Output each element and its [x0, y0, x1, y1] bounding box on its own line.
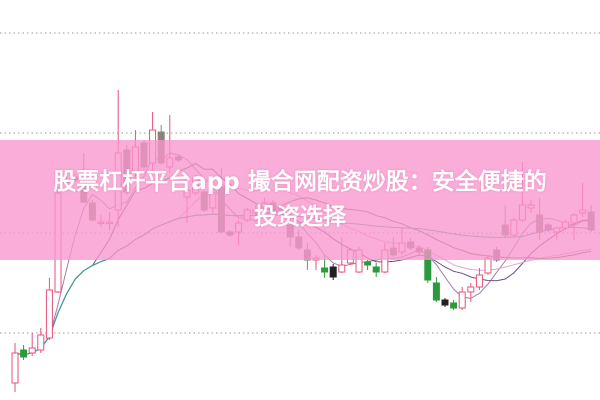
candle-body [432, 282, 440, 301]
candle-body [321, 267, 329, 273]
candle [37, 328, 45, 353]
candle [372, 263, 380, 277]
candle-body [11, 352, 19, 384]
candle-body [372, 266, 380, 273]
candle-body [20, 349, 28, 358]
candle-body [484, 257, 492, 274]
candle-body [329, 266, 337, 278]
candle-body [441, 299, 449, 306]
title-banner: 股票杠杆平台app 撮合网配资炒股：安全便捷的 投资选择 [0, 140, 600, 260]
candle [364, 260, 372, 270]
candle-body [364, 261, 372, 266]
candle [458, 287, 466, 310]
candle [28, 333, 36, 356]
candle [11, 343, 19, 392]
candle-body [475, 274, 483, 288]
candle [45, 278, 53, 340]
candle [467, 283, 475, 302]
candle [450, 300, 458, 310]
candle [329, 264, 337, 280]
title-line-1: 股票杠杆平台app 撮合网配资炒股：安全便捷的 [53, 169, 547, 195]
candle [20, 345, 28, 360]
title-line-2: 投资选择 [254, 204, 346, 230]
candle-body [37, 334, 45, 351]
candle-body [28, 347, 36, 354]
candle-body [450, 302, 458, 309]
candle-body [467, 286, 475, 293]
candle [475, 268, 483, 290]
candle [432, 277, 440, 302]
candle-body [338, 264, 346, 273]
candle-body [458, 291, 466, 309]
candle-body [45, 289, 53, 339]
candle [441, 298, 449, 307]
